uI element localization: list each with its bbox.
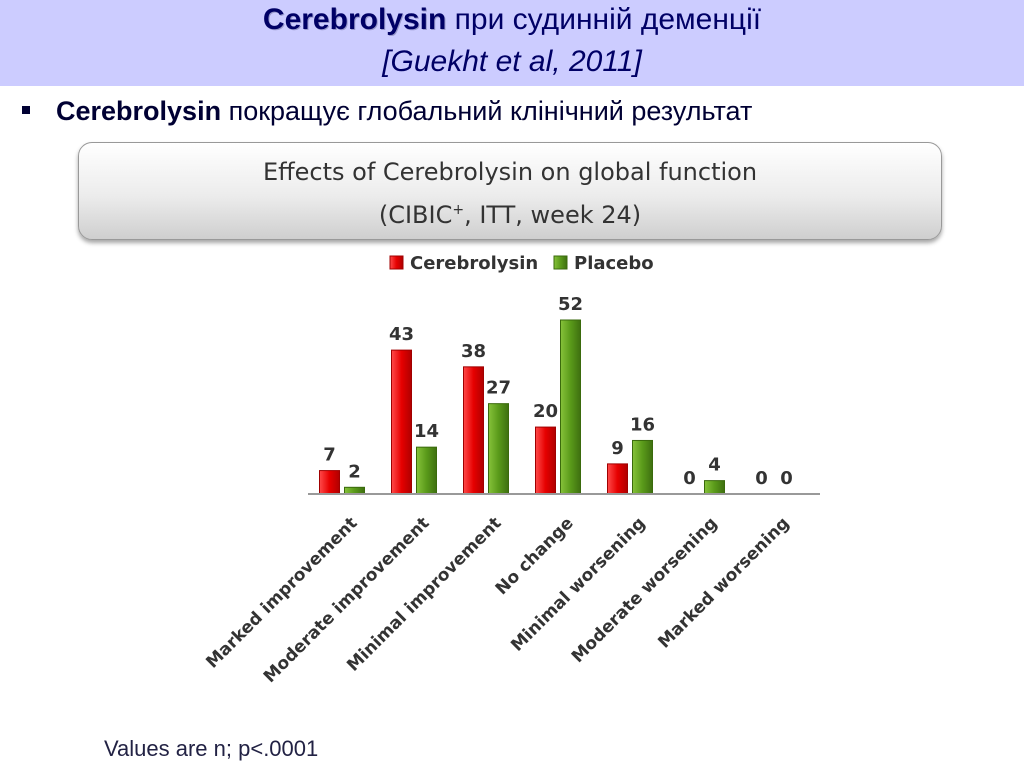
slide-title-rest: при судинній деменції: [454, 3, 762, 36]
category-label-3: Minimal improvement: [343, 513, 505, 675]
value-label-placebo-6: 4: [708, 455, 721, 476]
legend-label-placebo: Placebo: [574, 253, 654, 274]
bar-placebo-2: [416, 446, 437, 495]
slide-title-brand: Cerebrolysin: [262, 3, 447, 36]
chart-subtitle: (CIBIC+, ITT, week 24): [79, 195, 941, 230]
bar-placebo-5: [632, 439, 653, 495]
footnote: Values are n; p<.0001: [104, 736, 319, 761]
value-label-placebo-1: 2: [348, 461, 361, 482]
bar-cerebrolysin-1: [319, 470, 340, 495]
bar-cerebrolysin-3: [463, 366, 484, 495]
category-label-5: Minimal worsening: [507, 513, 649, 655]
chart-legend: Cerebrolysin Placebo: [389, 253, 654, 274]
category-label-7: Marked worsening: [654, 513, 793, 652]
chart-subtitle-rest: , ITT, week 24): [464, 201, 642, 229]
bar-placebo-6: [704, 480, 725, 495]
value-label-placebo-5: 16: [630, 414, 655, 435]
bullet-brand: Cerebrolysin: [56, 96, 222, 126]
value-label-placebo-7: 0: [780, 468, 793, 489]
value-label-cerebrolysin-4: 20: [533, 401, 558, 422]
header-band: [0, 0, 1024, 86]
value-label-cerebrolysin-1: 7: [323, 445, 336, 466]
bar-cerebrolysin-4: [535, 426, 556, 495]
value-label-placebo-3: 27: [486, 378, 511, 399]
category-label-6: Moderate worsening: [568, 513, 722, 667]
value-label-placebo-2: 14: [414, 421, 439, 442]
value-label-cerebrolysin-6: 0: [683, 468, 696, 489]
bullet-square-icon: [22, 105, 30, 114]
category-label-1: Marked improvement: [202, 513, 361, 672]
bar-placebo-1: [344, 486, 365, 495]
slide-title: Cerebrolysin при судинній деменції: [0, 2, 1024, 38]
bullet-text: покращує глобальний клінічний результат: [228, 96, 753, 126]
bar-placebo-3: [488, 403, 509, 495]
value-label-cerebrolysin-5: 9: [611, 438, 624, 459]
bars-layer: [319, 319, 725, 495]
value-label-cerebrolysin-3: 38: [461, 341, 486, 362]
chart-title: Effects of Cerebrolysin on global functi…: [262, 158, 758, 186]
bar-cerebrolysin-2: [391, 349, 412, 495]
bar-placebo-4: [560, 319, 581, 495]
bullet-point: Cerebrolysin покращує глобальний клінічн…: [22, 92, 752, 130]
value-label-cerebrolysin-2: 43: [389, 324, 414, 345]
chart-title-box: Effects of Cerebrolysin on global functi…: [78, 142, 942, 240]
slide-citation: [Guekht et al, 2011]: [382, 45, 642, 78]
chart-subtitle-main: (CIBIC: [378, 201, 453, 229]
legend-label-cerebrolysin: Cerebrolysin: [410, 253, 538, 274]
legend-swatch-cerebrolysin: [389, 255, 404, 270]
value-label-cerebrolysin-7: 0: [755, 468, 768, 489]
value-label-placebo-4: 52: [558, 294, 583, 315]
chart-subtitle-sup: +: [452, 202, 465, 218]
bar-cerebrolysin-5: [607, 463, 628, 495]
legend-swatch-placebo: [553, 255, 568, 270]
